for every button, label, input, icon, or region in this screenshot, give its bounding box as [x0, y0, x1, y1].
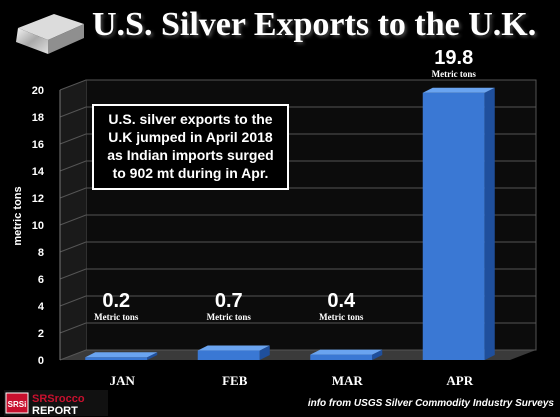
gridline	[59, 214, 536, 226]
x-tick-label: JAN	[109, 373, 135, 388]
bar-top	[310, 349, 383, 355]
bar	[422, 92, 485, 360]
x-tick-label: FEB	[222, 373, 248, 388]
bar-side	[147, 352, 158, 360]
data-label: 0.2 Metric tons	[71, 290, 161, 322]
x-tick-label: MAR	[331, 373, 363, 388]
bar-side	[484, 87, 495, 360]
logo-badge: SRSi	[8, 400, 27, 409]
logo-line-2: REPORT	[32, 405, 78, 416]
y-tick-label: 8	[38, 247, 44, 259]
silver-bar-icon	[16, 14, 84, 54]
bar-side	[372, 349, 383, 360]
gridline	[59, 133, 536, 145]
y-tick-label: 10	[32, 220, 44, 232]
logo-line-1: SRSrocco	[32, 393, 85, 405]
plot-floor	[60, 350, 536, 360]
y-axis-label: metric tons	[12, 186, 24, 246]
gridline	[59, 241, 536, 253]
data-label: 0.4 Metric tons	[296, 290, 386, 322]
annotation-box: U.S. silver exports to the U.K jumped in…	[92, 104, 289, 190]
data-label-unit: Metric tons	[94, 312, 139, 322]
data-label-value: 0.2	[102, 290, 131, 312]
bar-top	[197, 345, 270, 351]
y-tick-label: 14	[32, 166, 45, 178]
gridline	[59, 322, 536, 334]
gridline	[59, 106, 536, 118]
y-tick-label: 16	[32, 139, 44, 151]
data-label-unit: Metric tons	[206, 312, 251, 322]
annotation-line-2: U.K jumped in April 2018	[108, 129, 273, 145]
bar-top	[422, 87, 495, 93]
bar-side	[259, 345, 270, 360]
gridline	[59, 79, 536, 91]
bar	[310, 354, 373, 360]
data-label: 19.8 Metric tons	[409, 47, 499, 79]
data-label-value: 0.7	[214, 290, 243, 312]
data-label-unit: Metric tons	[319, 312, 364, 322]
y-tick-label: 18	[32, 112, 44, 124]
y-tick-label: 4	[38, 301, 45, 313]
y-tick-label: 0	[38, 355, 44, 367]
y-tick-label: 2	[38, 328, 44, 340]
gridline	[59, 160, 536, 172]
bar-top	[85, 352, 158, 358]
annotation-line-1: U.S. silver exports to the	[108, 111, 273, 127]
srsrocco-logo: SRSi SRSrocco REPORT	[4, 390, 108, 416]
data-label-value: 0.4	[327, 290, 356, 312]
gridline	[59, 268, 536, 280]
bar	[85, 357, 148, 360]
x-tick-label: APR	[446, 373, 474, 388]
annotation-line-4: to 902 mt during in Apr.	[112, 165, 269, 181]
y-tick-label: 12	[32, 193, 44, 205]
y-tick-label: 6	[38, 274, 44, 286]
gridline	[59, 187, 536, 199]
data-label: 0.7 Metric tons	[184, 290, 274, 322]
gridline	[59, 349, 536, 361]
source-note: info from USGS Silver Commodity Industry…	[307, 398, 554, 409]
bar	[197, 350, 260, 360]
data-label-value: 19.8	[434, 46, 474, 69]
data-label-unit: Metric tons	[431, 68, 476, 79]
gridline	[59, 295, 536, 307]
annotation-line-3: as Indian imports surged	[107, 147, 274, 163]
y-tick-label: 20	[32, 85, 44, 97]
page-title: U.S. Silver Exports to the U.K.	[92, 6, 537, 43]
